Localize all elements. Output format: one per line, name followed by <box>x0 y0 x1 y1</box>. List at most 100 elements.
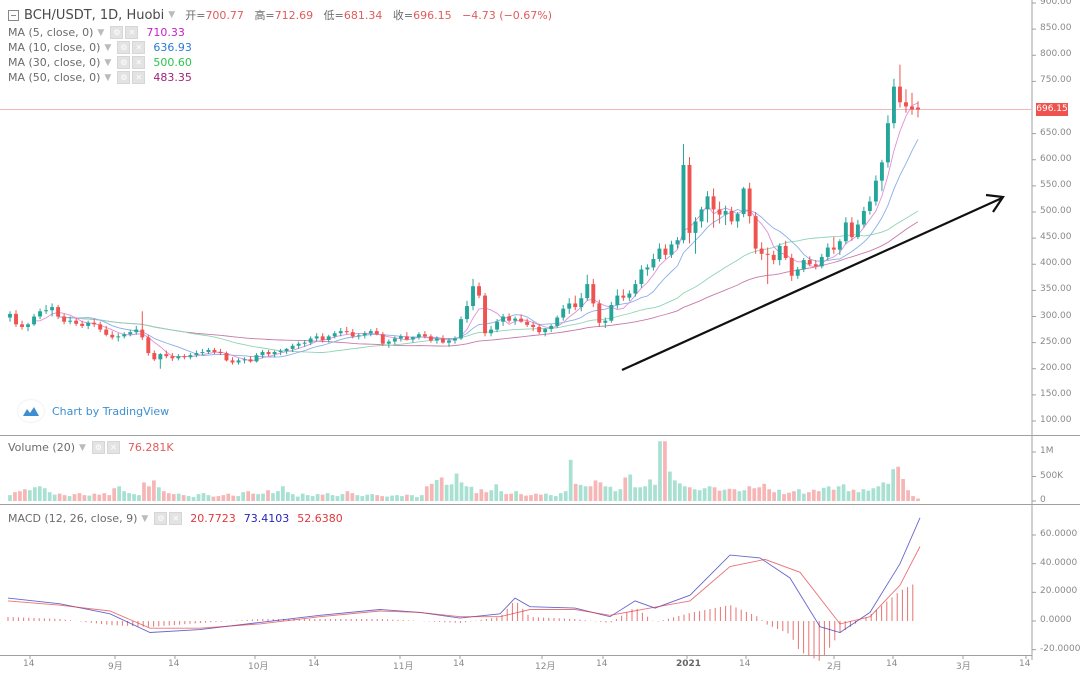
volume-bar <box>300 493 305 501</box>
volume-bar <box>226 493 231 501</box>
close-icon[interactable]: ✕ <box>125 26 139 39</box>
price-tick-label: 500.00 <box>1040 206 1072 216</box>
volume-bar <box>102 493 107 501</box>
volume-bar <box>802 493 806 501</box>
volume-bar <box>97 494 102 501</box>
ma50-line <box>58 221 919 347</box>
volume-bar <box>365 494 370 501</box>
volume-bar <box>161 491 166 501</box>
candle <box>38 311 43 317</box>
volume-bar <box>191 497 196 501</box>
candle <box>344 331 349 333</box>
volume-bar <box>276 491 280 501</box>
time-tick-label: 14 <box>739 659 751 669</box>
chevron-down-icon[interactable]: ▼ <box>97 27 105 38</box>
settings-icon[interactable]: ⚙ <box>117 41 131 54</box>
volume-bar <box>494 484 499 501</box>
time-tick-label: 14 <box>596 659 608 669</box>
volume-bar <box>628 474 633 501</box>
volume-bar <box>658 441 662 501</box>
volume-bar <box>380 496 384 501</box>
settings-icon[interactable]: ⚙ <box>91 441 105 454</box>
time-tick-label: 14 <box>886 659 898 669</box>
candle <box>687 164 692 233</box>
candle <box>849 222 854 238</box>
candle <box>633 284 638 294</box>
candle <box>248 359 253 362</box>
candle <box>867 201 872 211</box>
candle <box>807 260 812 265</box>
price-tick-label: 850.00 <box>1040 23 1072 34</box>
volume-bar <box>871 488 876 501</box>
close-icon[interactable]: ✕ <box>132 71 146 84</box>
collapse-icon[interactable] <box>8 9 19 21</box>
volume-bar <box>504 494 509 501</box>
close-icon[interactable]: ✕ <box>132 41 146 54</box>
candle <box>386 341 391 344</box>
volume-bar <box>405 494 409 501</box>
trendline-arrow[interactable] <box>621 196 1003 372</box>
settings-icon[interactable]: ⚙ <box>154 512 168 525</box>
chevron-down-icon[interactable]: ▼ <box>168 10 176 20</box>
volume-bar <box>831 489 836 501</box>
volume-bar <box>82 495 87 501</box>
candle <box>302 342 307 344</box>
chevron-down-icon[interactable]: ▼ <box>79 442 86 453</box>
ma30-value: 500.60 <box>153 56 192 69</box>
settings-icon[interactable]: ⚙ <box>117 71 131 84</box>
macd-tick-label: 60.0000 <box>1040 529 1078 539</box>
candle <box>513 318 518 321</box>
time-tick-label: 11月 <box>393 662 414 672</box>
candle <box>879 162 884 181</box>
volume-bar <box>87 495 92 501</box>
volume-bar <box>281 486 285 501</box>
arrow-head-icon <box>985 193 1005 213</box>
candle <box>8 313 12 318</box>
volume-bar <box>608 486 613 501</box>
candle <box>477 286 481 296</box>
volume-bar <box>211 496 216 501</box>
volume-bar <box>285 492 290 501</box>
macd-line <box>7 517 921 633</box>
volume-bar <box>345 491 350 501</box>
volume-bar <box>806 492 811 501</box>
candle <box>122 334 127 337</box>
symbol-title[interactable]: BCH/USDT, 1D, Huobi <box>24 7 165 23</box>
volume-bar <box>653 484 657 501</box>
volume-bar <box>792 491 796 501</box>
high-value: 712.69 <box>274 9 314 22</box>
close-icon[interactable]: ✕ <box>132 56 146 69</box>
open-value: 700.77 <box>205 9 244 22</box>
volume-bar <box>613 491 618 501</box>
candle <box>104 329 109 335</box>
price-tick-label: 150.00 <box>1040 388 1072 399</box>
candle <box>561 308 566 318</box>
volume-bar <box>816 491 821 501</box>
chevron-down-icon[interactable]: ▼ <box>104 57 112 68</box>
candle <box>729 210 734 222</box>
volume-bar <box>186 496 191 501</box>
settings-icon[interactable]: ⚙ <box>110 26 124 39</box>
volume-bar <box>544 493 548 501</box>
volume-bar <box>588 486 593 501</box>
time-tick-label: 14 <box>1019 659 1031 669</box>
candle <box>170 356 175 359</box>
chevron-down-icon[interactable]: ▼ <box>104 42 112 53</box>
volume-bar <box>841 484 846 501</box>
chevron-down-icon[interactable]: ▼ <box>104 72 112 83</box>
candle <box>116 336 121 338</box>
close-icon[interactable]: ✕ <box>106 441 120 454</box>
volume-bar <box>37 486 42 501</box>
settings-icon[interactable]: ⚙ <box>117 56 131 69</box>
candle <box>392 338 397 342</box>
tradingview-watermark[interactable]: Chart by TradingView <box>18 400 169 422</box>
volume-bar <box>166 493 171 501</box>
close-icon[interactable]: ✕ <box>169 512 183 525</box>
candle <box>501 316 506 322</box>
volume-bar <box>32 487 37 501</box>
chevron-down-icon[interactable]: ▼ <box>141 513 149 524</box>
candle <box>723 210 728 215</box>
candle <box>62 316 67 322</box>
candle <box>627 293 632 298</box>
